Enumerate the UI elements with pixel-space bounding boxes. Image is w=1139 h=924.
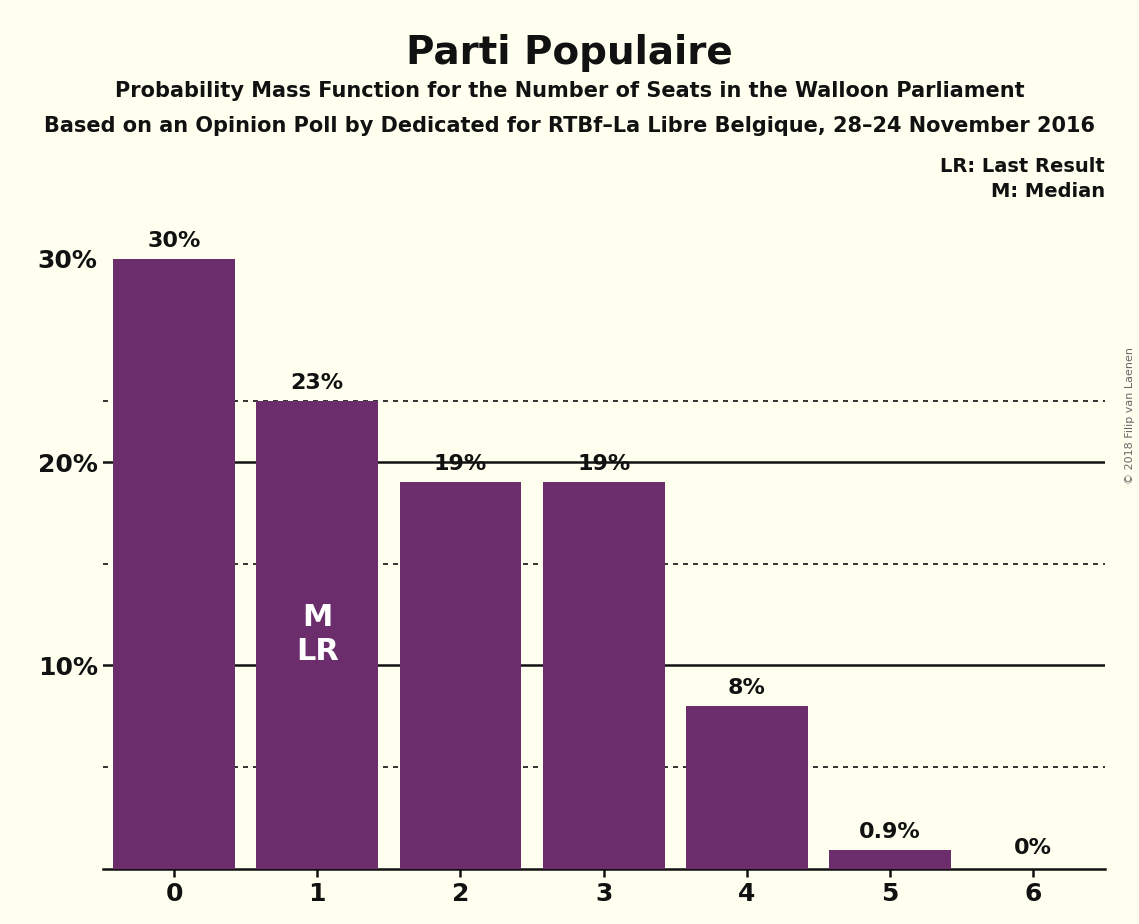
Text: M: Median: M: Median: [991, 182, 1105, 201]
Bar: [686, 706, 808, 869]
Bar: [400, 482, 522, 869]
Text: © 2018 Filip van Laenen: © 2018 Filip van Laenen: [1125, 347, 1134, 484]
Text: 19%: 19%: [434, 455, 487, 474]
Text: 23%: 23%: [290, 373, 344, 393]
Text: LR: Last Result: LR: Last Result: [940, 157, 1105, 176]
Text: Based on an Opinion Poll by Dedicated for RTBf–La Libre Belgique, 28–24 November: Based on an Opinion Poll by Dedicated fo…: [44, 116, 1095, 136]
Text: 0.9%: 0.9%: [859, 822, 921, 842]
Bar: [543, 482, 664, 869]
Text: M
LR: M LR: [296, 603, 338, 666]
Text: Parti Populaire: Parti Populaire: [407, 34, 732, 72]
Text: 0%: 0%: [1014, 838, 1052, 858]
Text: 30%: 30%: [147, 231, 200, 250]
Text: Probability Mass Function for the Number of Seats in the Walloon Parliament: Probability Mass Function for the Number…: [115, 81, 1024, 102]
Bar: [256, 401, 378, 869]
Text: 19%: 19%: [577, 455, 630, 474]
Text: 8%: 8%: [728, 678, 765, 698]
Bar: [829, 850, 951, 869]
Bar: [113, 259, 235, 869]
